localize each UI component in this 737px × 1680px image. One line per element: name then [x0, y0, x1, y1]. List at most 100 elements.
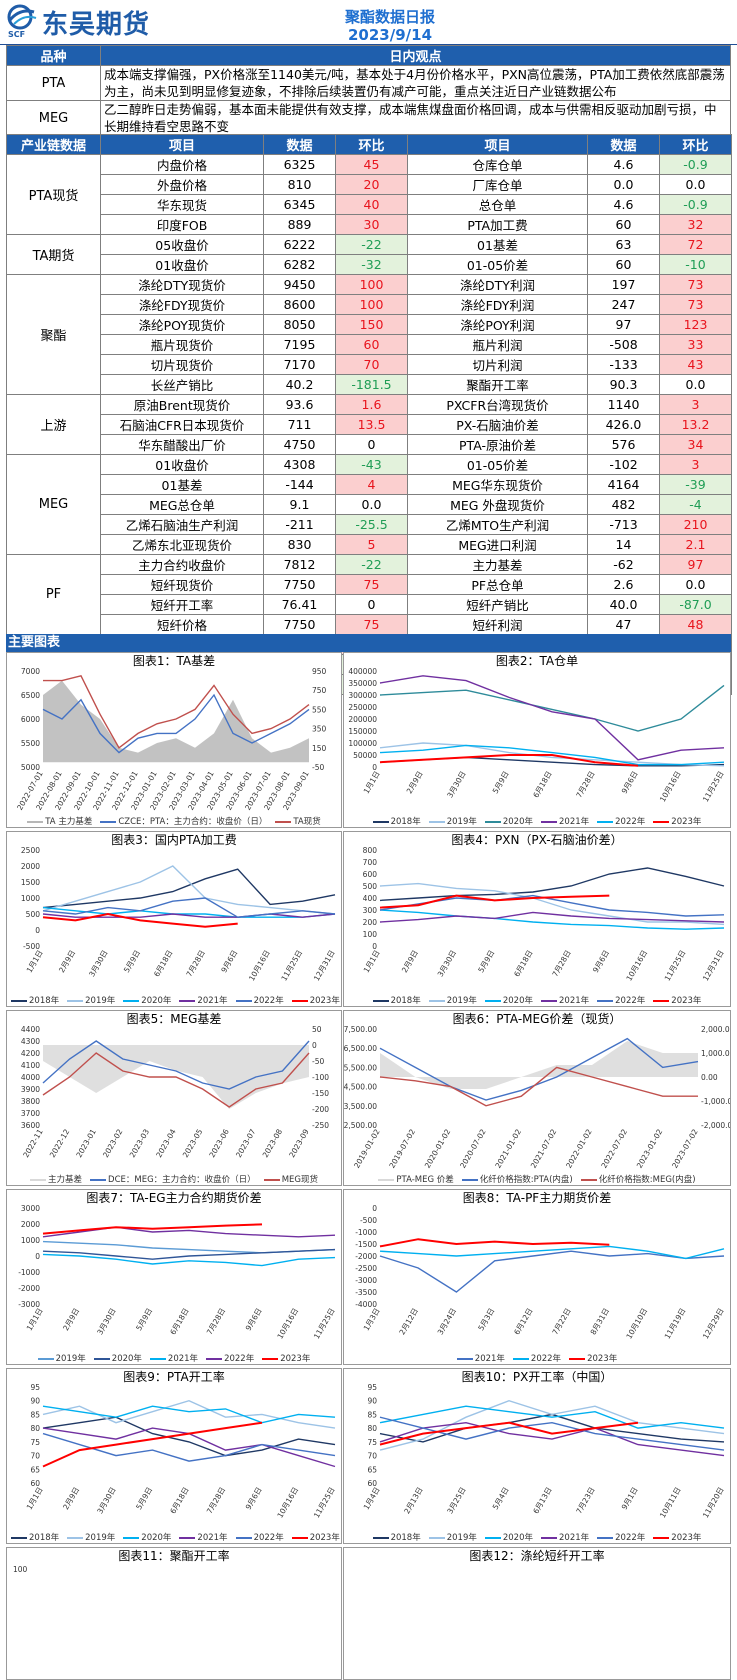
legend-label: PTA-MEG 价差	[396, 1175, 454, 1185]
y2-tick-label: -250	[312, 1121, 329, 1130]
y2-tick-label: 50	[312, 1025, 322, 1034]
chart-title: 图表8：TA-PF主力期货价差	[462, 1191, 612, 1205]
value-cell: 0.0	[587, 174, 660, 195]
item-cell: 涤纶POY现货价	[100, 314, 264, 335]
y-tick-label: 200	[363, 918, 378, 927]
change-cell: 5	[335, 534, 408, 555]
change-cell: 40	[335, 194, 408, 215]
chart-title: 图表4：PXN（PX-石脑油价差）	[451, 833, 623, 847]
series-line	[379, 675, 725, 761]
change-cell: 73	[659, 274, 732, 295]
series-line	[379, 1238, 610, 1248]
value-cell: 4308	[263, 454, 336, 475]
change-cell: 100	[335, 274, 408, 295]
table-head-item: 项目	[407, 134, 588, 155]
item-cell: 印度FOB	[100, 214, 264, 235]
table-head-value: 数据	[587, 134, 660, 155]
legend-item: 2022年	[597, 817, 645, 827]
legend-item: 2022年	[512, 1354, 561, 1364]
value-cell: 97	[587, 314, 660, 335]
legend-swatch	[123, 999, 140, 1002]
item-cell: PF总仓单	[407, 574, 588, 595]
value-cell: 830	[263, 534, 336, 555]
series-area	[43, 1045, 309, 1109]
legend-label: 2021年	[474, 1354, 505, 1364]
y-tick-label: 2000	[21, 862, 40, 871]
legend-label: 2019年	[446, 817, 477, 827]
x-tick-label: 10月10日	[624, 1307, 649, 1341]
item-cell: 瓶片利润	[407, 334, 588, 355]
legend-item: 主力基差	[30, 1175, 82, 1185]
x-tick-label: 10月16日	[624, 949, 649, 983]
y-tick-label: 500	[26, 910, 41, 919]
series-line	[42, 912, 238, 928]
item-cell: PX-石脑油价差	[407, 414, 588, 435]
value-cell: 60	[587, 214, 660, 235]
series-line	[379, 1421, 725, 1457]
y-tick-label: 3,500.00	[344, 1102, 377, 1111]
series-line	[379, 882, 725, 926]
col-head-variety: 品种	[6, 45, 101, 66]
value-cell: 60	[587, 254, 660, 275]
chart-title: 图表7：TA-EG主力合约期货价差	[86, 1191, 262, 1205]
item-cell: 乙烯MTO生产利润	[407, 514, 588, 535]
legend-label: 2023年	[309, 996, 340, 1006]
legend-swatch	[653, 820, 670, 823]
x-tick-label: 6月13日	[531, 1486, 553, 1516]
y-tick-label: 4100	[21, 1061, 40, 1070]
y-tick-label: 4000	[21, 1073, 40, 1082]
y-tick-label: 90	[30, 1397, 40, 1406]
legend-label: 主力基差	[48, 1175, 83, 1185]
value-cell: 9.1	[263, 494, 336, 515]
chart-title: 图表6：PTA-MEG价差（现货）	[452, 1012, 622, 1026]
report-title: 聚酯数据日报	[344, 8, 435, 26]
change-cell: 97	[659, 554, 732, 575]
chart-panel: 图表11：聚酯开工率 100	[6, 1547, 342, 1680]
x-tick-label: 12月29日	[701, 1307, 726, 1341]
y-tick-label: 80	[30, 1424, 40, 1433]
legend-label: 2023年	[671, 996, 702, 1006]
chart-title: 图表10：PX开工率（中国）	[461, 1370, 613, 1384]
change-cell: 75	[335, 614, 408, 635]
item-cell: PTA加工费	[407, 214, 588, 235]
legend-label: 2019年	[446, 1533, 477, 1543]
change-cell: 72	[659, 234, 732, 255]
group-name: PTA现货	[6, 154, 101, 235]
legend-item: 2018年	[11, 1533, 59, 1543]
chart-legend: 2018年 2019年 2020年 2021年 2022年 2023年	[7, 1531, 341, 1543]
x-tick-label: 1月4日	[362, 1486, 382, 1512]
chart-legend: 2018年 2019年 2020年 2021年 2022年 2023年	[344, 994, 730, 1006]
legend-label: 2018年	[390, 817, 421, 827]
x-tick-label: 2月9日	[400, 949, 420, 975]
series-line	[379, 1245, 725, 1260]
table-head-change: 环比	[335, 134, 408, 155]
x-tick-label: 7月28日	[184, 949, 206, 979]
legend-label: 2023年	[671, 1533, 702, 1543]
y-tick-label: 100000	[348, 739, 377, 748]
chart-title: 图表9：PTA开工率	[123, 1370, 225, 1384]
y-tick-label: 0	[35, 926, 40, 935]
chart-panel: 图表1：TA基差 7000 6500 6000 5500 5000 950 750 550 350…	[6, 652, 342, 828]
change-cell: 0	[335, 434, 408, 455]
item-cell: MEG进口利润	[407, 534, 588, 555]
legend-label: CZCE：PTA：主力合约：收盘价（日）	[118, 817, 268, 827]
series-line	[379, 1405, 725, 1429]
y-tick-label: 4300	[21, 1037, 40, 1046]
y-tick-label: 1000	[21, 894, 40, 903]
chart-title: 图表1：TA基差	[132, 654, 216, 668]
y-tick-label: 95	[30, 1383, 40, 1392]
y-tick-label: 75	[30, 1438, 40, 1447]
legend-item: 化纤价格指数:PTA(内盘)	[461, 1175, 573, 1185]
value-cell: 4750	[263, 434, 336, 455]
x-tick-label: 1月1日	[25, 949, 45, 975]
y-tick-label: -2000	[355, 1252, 377, 1261]
y-tick-label: 100	[363, 930, 378, 939]
y-tick-label: 400000	[348, 667, 377, 676]
x-tick-label: 8月31日	[589, 1307, 611, 1337]
view-name: PTA	[6, 65, 101, 101]
legend-swatch	[372, 1536, 389, 1539]
change-cell: 43	[659, 354, 732, 375]
x-tick-label: 2019-07-02	[387, 1127, 417, 1169]
legend-label: 2021年	[197, 996, 228, 1006]
